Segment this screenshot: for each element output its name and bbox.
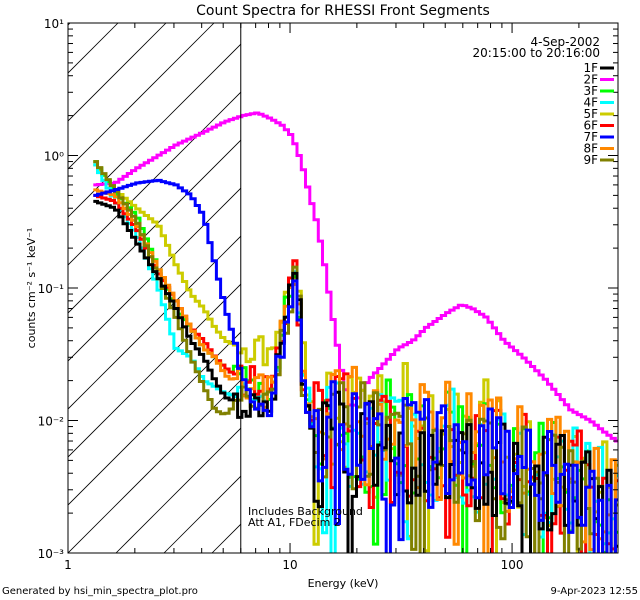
legend-label-7F: 7F xyxy=(583,130,598,144)
series-7F xyxy=(93,178,618,553)
legend-label-3F: 3F xyxy=(583,84,598,98)
series-9F xyxy=(93,160,618,553)
hatch-line xyxy=(68,235,241,410)
hatch-line xyxy=(68,23,167,122)
y-axis-label: counts cm⁻² s⁻¹ keV⁻¹ xyxy=(25,228,38,349)
x-tick-label: 100 xyxy=(501,558,524,572)
legend-label-1F: 1F xyxy=(583,61,598,75)
annotation-attenuator: Att A1, FDecim 2 xyxy=(248,516,341,529)
hatch-line xyxy=(68,379,241,553)
y-tick-label: 10⁻¹ xyxy=(38,282,65,296)
y-tick-label: 10¹ xyxy=(44,17,64,31)
legend-date: 4-Sep-2002 xyxy=(531,35,600,49)
hatch-line xyxy=(68,23,215,170)
y-tick-label: 10⁻³ xyxy=(38,547,65,561)
legend-label-2F: 2F xyxy=(583,73,598,87)
legend-label-4F: 4F xyxy=(583,96,598,110)
excluded-energy-hatch xyxy=(0,23,241,553)
legend-label-8F: 8F xyxy=(583,142,598,156)
y-tick-label: 10⁰ xyxy=(44,150,64,164)
chart-title: Count Spectra for RHESSI Front Segments xyxy=(196,3,490,19)
legend-time-range: 20:15:00 to 20:16:00 xyxy=(473,46,600,60)
legend-label-6F: 6F xyxy=(583,119,598,133)
y-tick-label: 10⁻² xyxy=(38,415,65,429)
hatch-line xyxy=(68,187,241,362)
x-axis-label: Energy (keV) xyxy=(308,577,379,590)
x-tick-label: 10 xyxy=(282,558,297,572)
legend-label-5F: 5F xyxy=(583,107,598,121)
hatch-line xyxy=(115,427,241,553)
footer-date: 9-Apr-2023 12:55 xyxy=(551,586,638,597)
hatch-line xyxy=(68,283,241,458)
annotation-background: Includes Background xyxy=(248,505,363,518)
hatch-line xyxy=(68,331,241,506)
hatch-line xyxy=(68,43,241,218)
x-tick-label: 1 xyxy=(64,558,72,572)
spectra-series-group xyxy=(93,111,618,553)
hatch-line xyxy=(68,139,241,314)
footer-generated-by: Generated by hsi_min_spectra_plot.pro xyxy=(2,586,198,597)
axes: 1 10 100 10⁻³ 10⁻² 10⁻¹ 10⁰ 10¹ xyxy=(38,17,619,572)
hatch-line xyxy=(0,23,22,553)
hatch-line xyxy=(68,91,241,266)
legend-label-9F: 9F xyxy=(583,153,598,167)
